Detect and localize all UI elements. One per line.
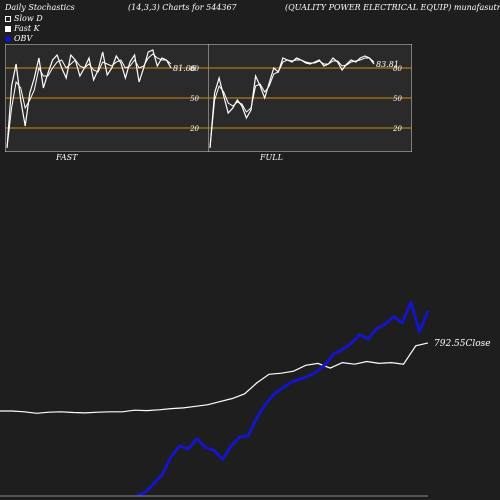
fast-panel-label: FAST [56, 153, 78, 162]
legend-label-fast-k: Fast K [14, 24, 40, 33]
series-line-slow-d [209, 57, 375, 149]
legend-item-fast-k: Fast K [5, 24, 40, 33]
legend-label-obv: OBV [14, 34, 33, 43]
series-line-fast-k [209, 55, 375, 149]
legend-item-obv: OBV [5, 34, 32, 43]
y-tick-label: 80 [393, 65, 402, 73]
series-line-slow-d [6, 53, 172, 149]
y-tick-label: 80 [190, 65, 199, 73]
chart-params: (14,3,3) Charts for 544367 [128, 3, 237, 12]
obv-line [136, 300, 430, 497]
y-tick-label: 50 [393, 95, 402, 103]
close-value: 792.55 [434, 339, 466, 349]
close-suffix: Close [466, 339, 491, 349]
last-value-label: 83.81 [376, 60, 399, 69]
slow-d-swatch [5, 15, 11, 22]
close-value-label: 792.55Close [434, 339, 491, 349]
y-tick-label: 20 [189, 125, 199, 133]
price-obv-chart: 792.55Close [0, 300, 491, 497]
last-value-label: 81.06 [173, 64, 196, 73]
legend-label-slow-d: Slow D [14, 14, 43, 23]
full-stochastic-panel: 80 50 20 83.81 [208, 44, 412, 152]
legend-item-slow-d: Slow D [5, 14, 43, 23]
obv-swatch [5, 35, 11, 42]
fast-stochastic-panel: 80 50 20 81.06 [5, 44, 209, 152]
full-panel-label: FULL [260, 153, 283, 162]
close-price-line [0, 342, 429, 414]
y-tick-label: 50 [190, 95, 199, 103]
chart-title: Daily Stochastics [5, 3, 75, 12]
y-tick-label: 20 [392, 125, 402, 133]
series-line-fast-k [6, 49, 172, 149]
company-name: (QUALITY POWER ELECTRICAL EQUIP) munafas… [285, 3, 500, 12]
fast-k-swatch [5, 25, 11, 32]
